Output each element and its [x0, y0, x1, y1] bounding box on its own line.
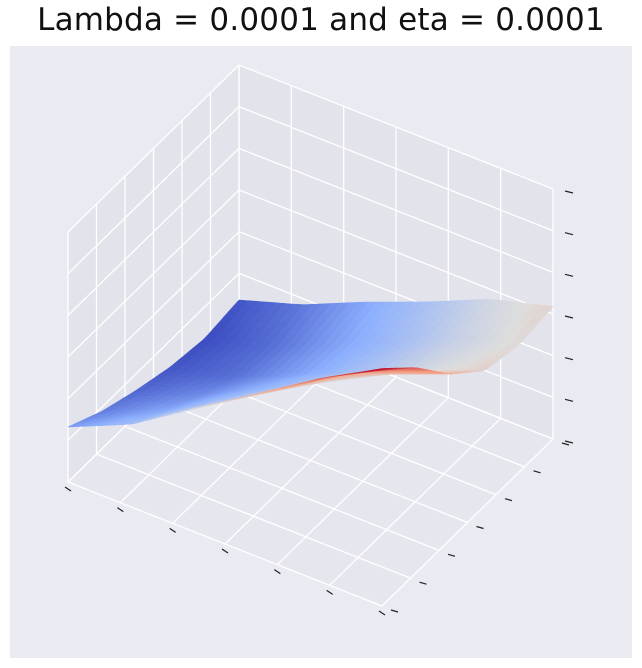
z-axis-tick — [564, 315, 574, 319]
pane-grid-line — [238, 106, 554, 232]
y-axis-tick — [390, 609, 399, 613]
pane-grid-line — [67, 64, 240, 233]
z-axis-tick — [564, 398, 574, 402]
x-axis-tick — [274, 569, 281, 575]
surface-plot-3d — [10, 46, 632, 658]
x-axis-tick — [117, 507, 124, 513]
y-axis-tick — [476, 525, 484, 530]
y-axis-tick — [533, 470, 541, 474]
x-axis-tick — [169, 527, 176, 533]
z-axis-tick — [564, 357, 574, 361]
y-axis-tick — [419, 581, 427, 585]
z-axis-tick — [564, 190, 574, 194]
z-axis-tick — [564, 440, 574, 444]
y-axis-tick — [447, 553, 456, 557]
surface-facet — [372, 368, 388, 371]
axis-ticks — [64, 190, 574, 616]
y-axis-tick — [561, 442, 570, 446]
z-axis-tick — [564, 232, 574, 236]
pane-grid-line — [67, 106, 240, 275]
x-axis-tick — [326, 589, 333, 595]
x-axis-tick — [221, 548, 229, 554]
x-axis-tick — [378, 610, 386, 616]
plot-area — [10, 46, 632, 658]
z-axis-tick — [564, 273, 574, 277]
x-axis-tick — [64, 486, 72, 492]
chart-title: Lambda = 0.0001 and eta = 0.0001 — [37, 2, 605, 38]
y-axis-tick — [504, 498, 513, 502]
pane-grid-line — [238, 64, 554, 190]
surface-mesh — [67, 298, 554, 428]
